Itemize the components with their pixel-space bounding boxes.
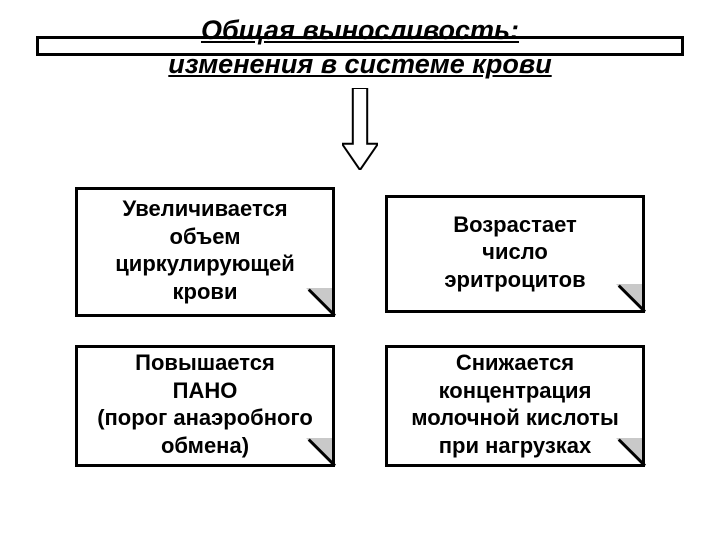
note-text: Возрастает число эритроцитов — [388, 211, 642, 298]
note-text: Увеличивается объем циркулирующей крови — [78, 195, 332, 309]
title-bar — [36, 36, 684, 56]
note-text: Повышается ПАНО (порог анаэробного обмен… — [78, 349, 332, 463]
note-box-top-left: Увеличивается объем циркулирующей крови — [75, 187, 335, 317]
note-text: Снижается концентрация молочной кислоты … — [388, 349, 642, 463]
note-box-bottom-right: Снижается концентрация молочной кислоты … — [385, 345, 645, 467]
diagram-root: Общая выносливость: изменения в системе … — [0, 0, 720, 540]
note-box-bottom-left: Повышается ПАНО (порог анаэробного обмен… — [75, 345, 335, 467]
down-arrow-icon — [342, 88, 378, 170]
note-box-top-right: Возрастает число эритроцитов — [385, 195, 645, 313]
